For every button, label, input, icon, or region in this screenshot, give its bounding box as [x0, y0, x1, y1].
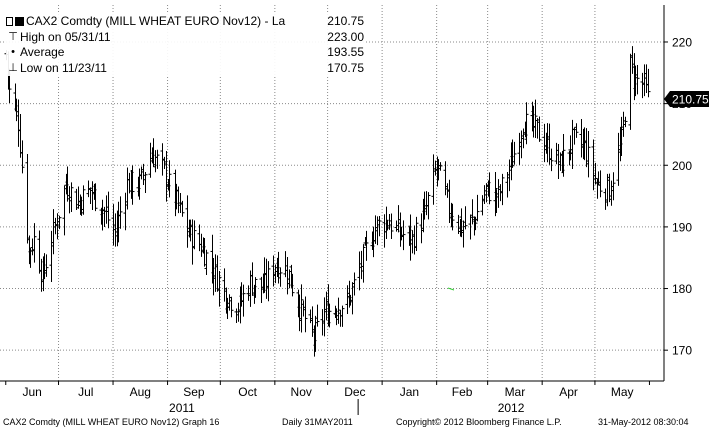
- chart-title: CAX2 Comdty (MILL WHEAT EURO Nov12) - La: [26, 14, 286, 28]
- month-label: Dec: [344, 385, 365, 399]
- month-label: Mar: [505, 385, 526, 399]
- month-label: Jan: [400, 385, 419, 399]
- low-marker-icon: ⊥: [8, 61, 18, 74]
- legend-row-low: ⊥ Low on 11/23/11 170.75: [6, 61, 364, 77]
- last-value: 210.75: [327, 14, 364, 28]
- month-label: Oct: [238, 385, 257, 399]
- y-tick-label: 180: [672, 282, 692, 296]
- legend-row-high: ⊤ High on 05/31/11 223.00: [6, 30, 364, 46]
- plot-frame: [0, 5, 665, 382]
- year-label: 2012: [498, 401, 525, 415]
- x-axis: Jun Jul Aug Sep Oct Nov Dec Jan Feb Mar Apr May 2011…: [5, 381, 650, 415]
- high-marker-icon: ⊤: [8, 30, 18, 43]
- month-label: Jul: [78, 385, 93, 399]
- month-label: May: [611, 385, 634, 399]
- legend-value: 193.55: [327, 45, 364, 59]
- last-price-badge-shape: [664, 91, 709, 107]
- footer-copyright: Copyright© 2012 Bloomberg Finance L.P.: [396, 417, 562, 427]
- month-label: Apr: [559, 385, 578, 399]
- legend-label: Average: [20, 45, 65, 59]
- legend-title-row: CAX2 Comdty (MILL WHEAT EURO Nov12) - La…: [6, 14, 364, 30]
- y-tick-label: 200: [672, 159, 692, 173]
- price-bars: [4, 46, 651, 357]
- legend-label: High on 05/31/11: [20, 29, 111, 44]
- month-label: Nov: [291, 385, 312, 399]
- last-price-badge: 210.75: [664, 91, 709, 107]
- average-marker-icon: •: [11, 46, 15, 58]
- series-square-icon: [15, 17, 24, 27]
- last-price-badge-label: 210.75: [672, 93, 709, 107]
- legend-label: Low on 11/23/11: [20, 60, 107, 75]
- month-label: Jun: [22, 385, 41, 399]
- legend-value: 223.00: [327, 29, 364, 44]
- collapse-box-icon[interactable]: [6, 17, 13, 27]
- legend-row-average: • Average 193.55: [6, 45, 364, 61]
- y-tick-label: 170: [672, 344, 692, 358]
- month-label: Sep: [183, 385, 205, 399]
- footer-timestamp: 31-May-2012 08:30:04: [598, 417, 689, 427]
- footer-series-label: CAX2 Comdty (MILL WHEAT EURO Nov12) Grap…: [3, 417, 220, 427]
- month-label: Feb: [452, 385, 473, 399]
- stray-mark: [447, 287, 455, 291]
- footer-period: Daily 31MAY2011: [282, 417, 353, 427]
- year-label: 2011: [169, 401, 195, 415]
- y-tick-label: 190: [672, 220, 692, 234]
- y-axis: 170180190200210220: [664, 35, 692, 358]
- month-label: Aug: [130, 385, 151, 399]
- chart-legend: CAX2 Comdty (MILL WHEAT EURO Nov12) - La…: [6, 14, 364, 76]
- y-tick-label: 220: [672, 35, 692, 49]
- legend-value: 170.75: [327, 60, 364, 75]
